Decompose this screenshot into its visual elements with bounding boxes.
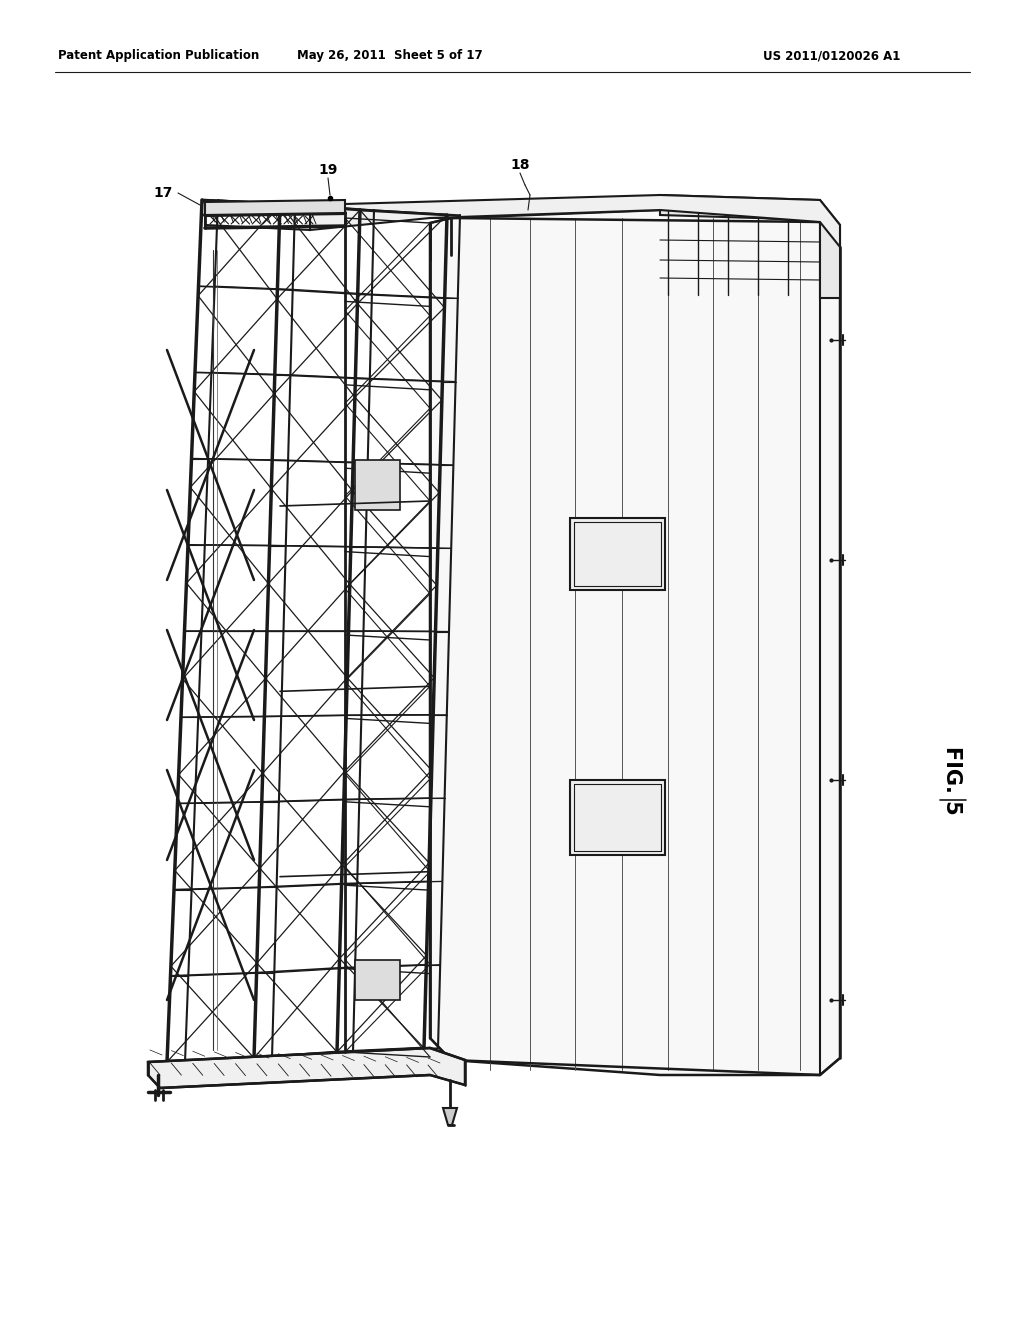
Polygon shape <box>443 1107 457 1125</box>
Polygon shape <box>660 195 840 298</box>
Polygon shape <box>355 459 400 510</box>
Text: 17: 17 <box>154 186 173 201</box>
Polygon shape <box>355 960 400 1001</box>
Text: FIG. 5: FIG. 5 <box>942 746 962 814</box>
Text: 18: 18 <box>510 158 529 172</box>
Text: US 2011/0120026 A1: US 2011/0120026 A1 <box>763 49 900 62</box>
Text: May 26, 2011  Sheet 5 of 17: May 26, 2011 Sheet 5 of 17 <box>297 49 482 62</box>
Polygon shape <box>570 780 665 855</box>
Text: Patent Application Publication: Patent Application Publication <box>58 49 259 62</box>
Polygon shape <box>310 195 840 247</box>
Text: 19: 19 <box>318 162 338 177</box>
Polygon shape <box>148 1048 465 1088</box>
Polygon shape <box>570 517 665 590</box>
Polygon shape <box>205 201 310 230</box>
Polygon shape <box>205 201 345 215</box>
Polygon shape <box>430 210 840 1074</box>
